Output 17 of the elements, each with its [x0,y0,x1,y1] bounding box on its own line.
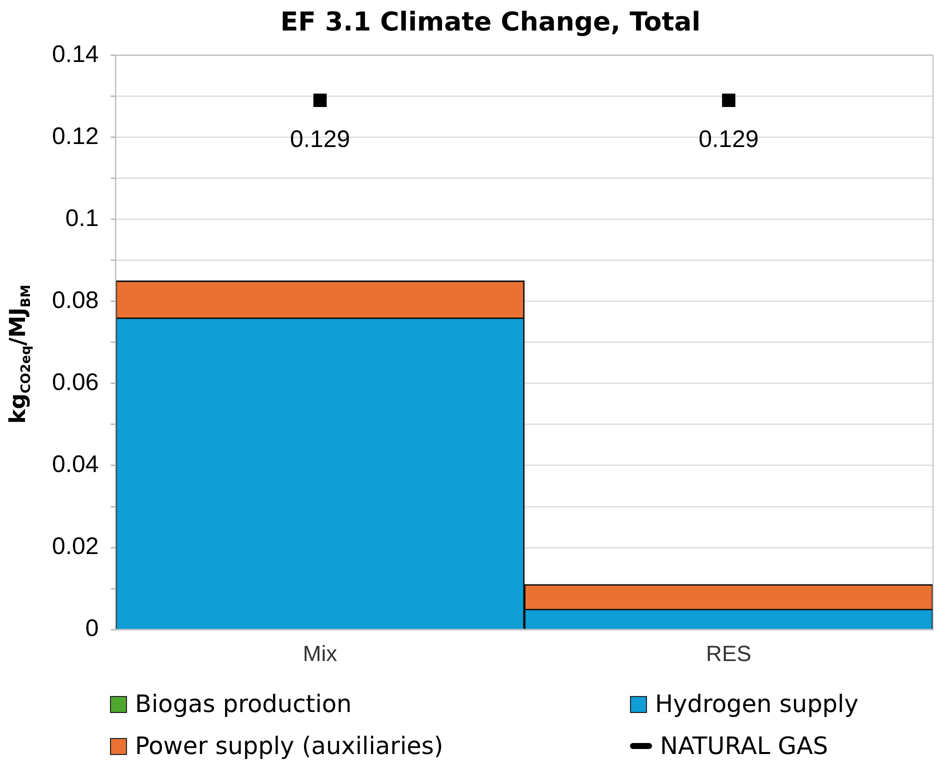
y-tick-label: 0.12 [52,122,99,150]
legend-label: Power supply (auxiliaries) [135,732,444,760]
x-tick-label: Mix [302,640,338,666]
data-label: 0.129 [290,126,350,153]
legend-label: Biogas production [135,690,352,718]
legend-label: NATURAL GAS [660,732,828,760]
y-tick-label: 0.08 [52,286,99,314]
legend-label: Hydrogen supply [655,690,858,718]
y-tick-label: 0.04 [52,451,99,478]
y-tick-label: 0.1 [65,204,99,232]
data-label: 0.129 [698,126,759,153]
chart-title: EF 3.1 Climate Change, Total [280,7,701,38]
y-tick-label: 0.02 [52,533,99,560]
y-tick-label: 0.14 [52,40,99,68]
y-tick-label: 0 [85,615,99,642]
y-tick-label: 0.06 [52,369,99,396]
x-tick-label: RES [706,640,752,666]
